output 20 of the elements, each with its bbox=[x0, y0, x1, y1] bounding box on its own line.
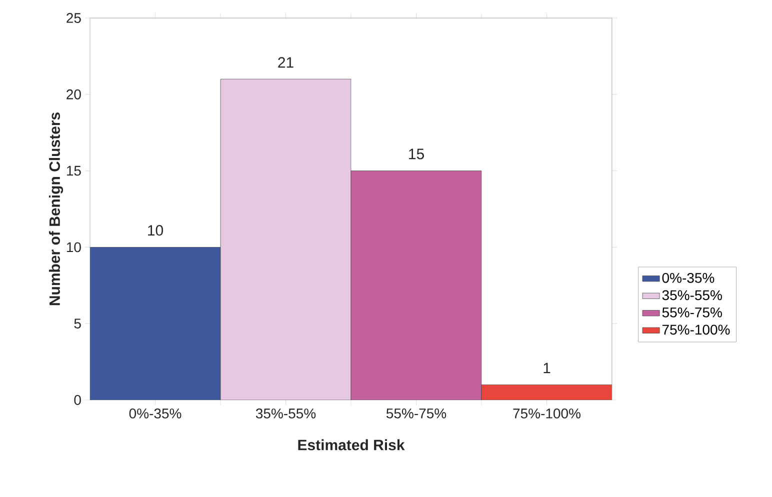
x-tick-label: 55%-75% bbox=[386, 408, 446, 418]
legend-label: 75%-100% bbox=[662, 324, 730, 335]
data-label: 15 bbox=[409, 148, 424, 160]
data-label: 21 bbox=[278, 57, 294, 68]
legend-label: 55%-75% bbox=[662, 308, 722, 318]
y-axis-title: Number of Benign Clusters bbox=[48, 112, 64, 306]
legend-label: 0%-35% bbox=[662, 272, 714, 283]
data-label: 1 bbox=[544, 362, 550, 374]
y-tick-label: 10 bbox=[66, 242, 81, 252]
x-axis-title: Estimated Risk bbox=[298, 439, 405, 450]
data-label: 10 bbox=[148, 225, 163, 236]
y-tick-label: 25 bbox=[66, 13, 81, 23]
y-tick-label: 15 bbox=[66, 166, 81, 176]
y-tick-label: 20 bbox=[66, 89, 81, 100]
x-tick-label: 35%-55% bbox=[256, 408, 316, 418]
y-tick-label: 0 bbox=[74, 395, 81, 405]
legend-label: 35%-55% bbox=[662, 290, 722, 300]
x-tick-label: 0%-35% bbox=[129, 408, 182, 418]
x-tick-label: 75%-100% bbox=[513, 408, 580, 418]
y-tick-label: 5 bbox=[74, 318, 81, 328]
